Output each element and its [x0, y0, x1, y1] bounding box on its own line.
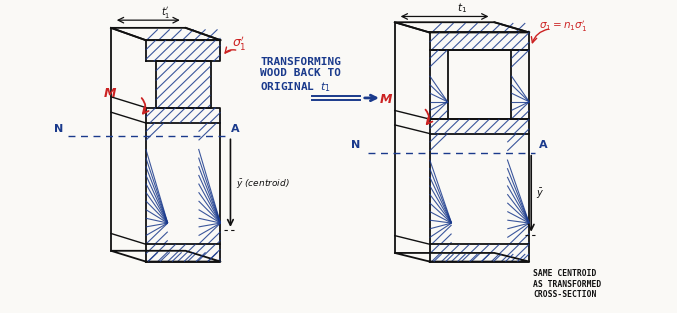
Text: A: A	[230, 124, 239, 134]
Text: TRANSFORMING
WOOD BACK TO
ORIGINAL $t_1$: TRANSFORMING WOOD BACK TO ORIGINAL $t_1$	[261, 57, 341, 94]
Text: M: M	[380, 93, 392, 106]
Text: $\sigma_1'$: $\sigma_1'$	[232, 34, 247, 52]
Text: SAME CENTROID
AS TRANSFORMED
CROSS-SECTION: SAME CENTROID AS TRANSFORMED CROSS-SECTI…	[533, 269, 601, 299]
Text: N: N	[54, 124, 63, 134]
Text: $\bar{y}$ (centroid): $\bar{y}$ (centroid)	[236, 177, 290, 190]
Text: N: N	[351, 140, 360, 150]
Text: M: M	[104, 87, 116, 100]
Text: A: A	[539, 140, 548, 150]
Text: $t_1$: $t_1$	[457, 2, 467, 15]
Text: $t_1'$: $t_1'$	[162, 5, 171, 20]
Text: $\sigma_1 = n_1\sigma_1'$: $\sigma_1 = n_1\sigma_1'$	[539, 18, 588, 33]
Text: $\bar{y}$: $\bar{y}$	[536, 187, 544, 201]
